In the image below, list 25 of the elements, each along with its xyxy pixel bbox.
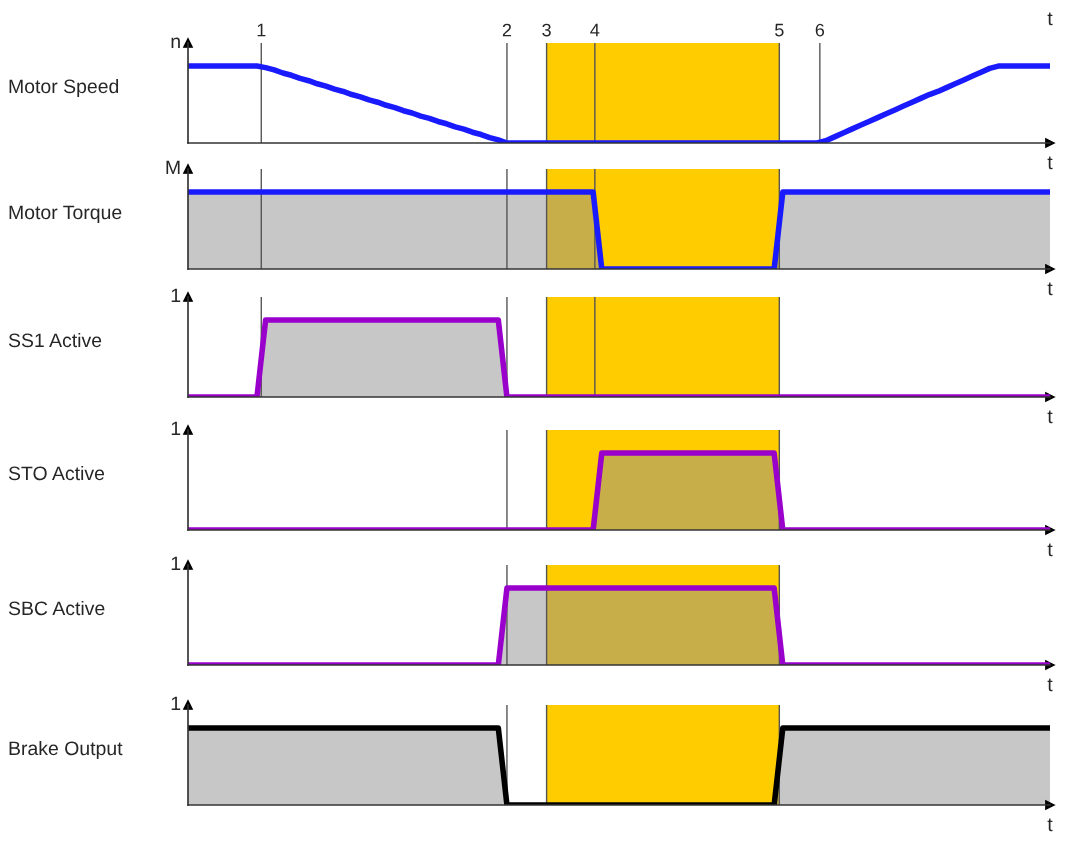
text: SBC Active bbox=[8, 600, 105, 616]
text: Brake Output bbox=[9, 740, 123, 760]
x-axis-title: t bbox=[1047, 678, 1053, 692]
x-axis-title: t bbox=[1047, 282, 1053, 296]
text: Motor Torque bbox=[9, 205, 122, 224]
y-axis-title: 1 bbox=[171, 556, 181, 571]
text: t bbox=[1047, 12, 1053, 26]
y-axis-title: 1 bbox=[171, 288, 181, 303]
y-axis-title: 1 bbox=[171, 696, 181, 711]
text: SS1 Active bbox=[8, 332, 102, 348]
x-axis-title: t bbox=[1047, 818, 1053, 832]
text: 6 bbox=[815, 23, 825, 37]
text: 4 bbox=[590, 23, 600, 37]
x-axis-title: t bbox=[1047, 543, 1053, 557]
x-axis-title: t bbox=[1047, 410, 1053, 424]
y-axis-title: M bbox=[166, 160, 180, 175]
text: Motor Speed bbox=[9, 78, 119, 98]
x-axis-title: t bbox=[1047, 156, 1053, 170]
y-axis-title: 1 bbox=[171, 421, 181, 436]
text: 2 bbox=[502, 23, 512, 37]
text: STO Active bbox=[8, 465, 105, 481]
text: 3 bbox=[542, 23, 551, 37]
text: 5 bbox=[775, 23, 784, 37]
y-axis-title: n bbox=[171, 37, 180, 49]
text: 1 bbox=[257, 23, 266, 37]
